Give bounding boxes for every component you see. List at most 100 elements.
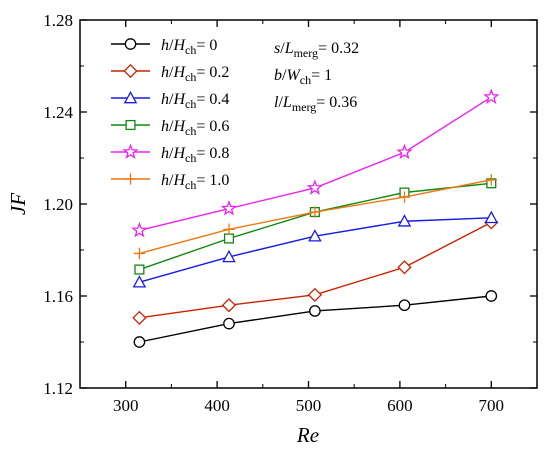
data-point: [223, 233, 235, 244]
legend-marker: [123, 90, 138, 104]
series-line: [139, 182, 492, 271]
legend: h/Hch= 0h/Hch= 0.2h/Hch= 0.4h/Hch= 0.6h/…: [111, 37, 229, 192]
series-5: [133, 174, 497, 260]
param-value: = 0.36: [316, 94, 357, 111]
legend-var: h: [161, 91, 169, 108]
x-tick-label: 500: [296, 396, 322, 415]
data-point: [397, 260, 412, 275]
data-point: [308, 229, 322, 242]
param-den: W: [286, 67, 301, 84]
param-var: b: [274, 67, 282, 84]
y-tick-label: 1.20: [43, 195, 73, 214]
data-point: [133, 247, 146, 260]
legend-slash: /: [169, 145, 174, 162]
legend-marker: [124, 173, 137, 185]
legend-value: = 0: [196, 37, 217, 54]
param-slash: /: [278, 94, 283, 111]
data-point: [220, 200, 238, 216]
data-point: [309, 305, 321, 317]
legend-sub: ch: [185, 70, 196, 84]
legend-label: h/Hch= 0.2: [161, 64, 229, 84]
legend-item: h/Hch= 0: [111, 37, 217, 57]
param-sub: ch: [300, 73, 311, 87]
data-point: [307, 287, 323, 302]
param-var: l: [274, 94, 279, 111]
param-var: s: [274, 40, 280, 57]
legend-slash: /: [169, 37, 174, 54]
y-axis-title: JF: [6, 193, 30, 215]
series-2: [132, 210, 499, 288]
param-den: L: [282, 94, 292, 111]
legend-item: h/Hch= 0.4: [111, 90, 229, 111]
legend-value: = 0.2: [196, 64, 229, 81]
series-layer: [131, 88, 500, 348]
param-slash: /: [280, 40, 285, 57]
data-point: [223, 223, 235, 235]
data-point: [221, 298, 237, 313]
param-value: = 1: [311, 67, 332, 84]
legend-sub: ch: [185, 151, 196, 165]
legend-sub: ch: [185, 124, 196, 138]
series-0: [133, 290, 498, 348]
legend-var: h: [161, 172, 169, 189]
legend-marker: [125, 119, 136, 131]
legend-den: H: [172, 64, 186, 81]
param-value: = 0.32: [318, 40, 359, 57]
data-point: [134, 264, 145, 275]
legend-item: h/Hch= 0.2: [111, 63, 229, 84]
parameter-label: b/Wch= 1: [274, 67, 332, 87]
x-tick-label: 600: [387, 396, 413, 415]
param-sub: merg: [294, 46, 318, 60]
legend-den: H: [172, 172, 186, 189]
x-tick-label: 700: [479, 396, 505, 415]
parameter-label: s/Lmerg= 0.32: [274, 40, 359, 60]
data-point: [132, 310, 147, 325]
y-tick-label: 1.16: [43, 287, 73, 306]
legend-den: H: [172, 118, 186, 135]
legend-den: H: [172, 91, 186, 108]
legend-value: = 0.8: [196, 145, 229, 162]
legend-label: h/Hch= 0.8: [161, 145, 229, 165]
data-point: [485, 174, 497, 186]
legend-slash: /: [169, 64, 174, 81]
series-3: [134, 178, 497, 275]
data-point: [131, 221, 148, 238]
data-point: [396, 143, 413, 160]
data-point: [309, 206, 321, 218]
data-point: [398, 299, 411, 312]
legend-marker: [122, 143, 139, 159]
series-line: [139, 295, 492, 343]
y-tick-label: 1.28: [43, 11, 73, 30]
legend-value: = 0.6: [196, 118, 229, 135]
legend-label: h/Hch= 0.4: [161, 91, 229, 111]
legend-sub: ch: [185, 43, 196, 57]
axis-ticks: 300 400 500 600 700 1.12 1.16 1.20 1.24 1.28: [43, 11, 538, 415]
data-point: [133, 336, 146, 348]
legend-value: = 1.0: [196, 172, 229, 189]
param-slash: /: [282, 67, 287, 84]
data-point: [484, 210, 499, 224]
legend-value: = 0.4: [196, 91, 229, 108]
legend-sub: ch: [185, 178, 196, 192]
legend-label: h/Hch= 1.0: [161, 172, 229, 192]
legend-den: H: [172, 37, 186, 54]
data-point: [223, 317, 235, 330]
legend-var: h: [161, 37, 169, 54]
legend-slash: /: [169, 172, 174, 189]
y-tick-label: 1.24: [43, 103, 73, 122]
parameter-label: l/Lmerg= 0.36: [274, 94, 357, 114]
legend-slash: /: [169, 91, 174, 108]
x-tick-label: 400: [204, 396, 230, 415]
legend-var: h: [161, 145, 169, 162]
legend-den: H: [172, 145, 186, 162]
legend-sub: ch: [185, 97, 196, 111]
data-point: [397, 214, 412, 227]
parameter-annotations: s/Lmerg= 0.32b/Wch= 1l/Lmerg= 0.36: [274, 40, 359, 114]
param-sub: merg: [292, 100, 316, 114]
legend-var: h: [161, 64, 169, 81]
param-den: L: [284, 40, 294, 57]
legend-marker: [124, 38, 137, 50]
series-4: [131, 88, 500, 238]
x-axis-title: Re: [296, 423, 319, 447]
